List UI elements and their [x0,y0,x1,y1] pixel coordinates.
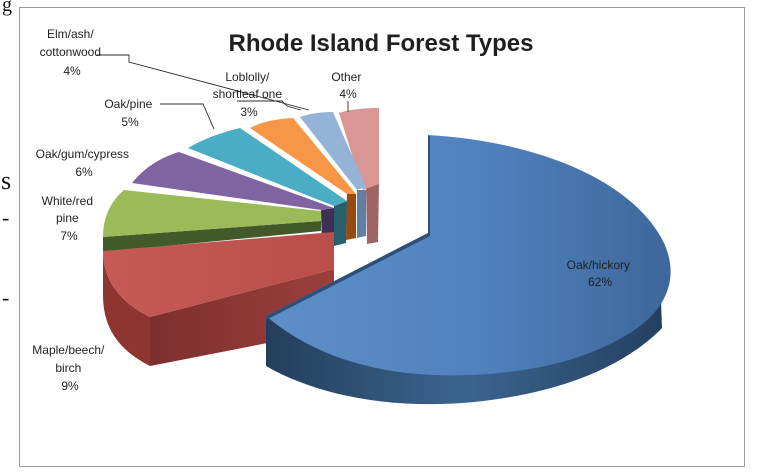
label-oak-hickory: Oak/hickory 62% [567,258,634,289]
label-elm-ash-cottonwood-line-1: Elm/ash/ [47,27,94,41]
label-white-red-pine-line-1: White/red [42,194,93,208]
slice-maple-beech-birch-side [150,269,334,366]
label-white-red-pine: White/red pine 7% [42,194,97,243]
label-elm-ash-cottonwood-line-3: 4% [63,64,81,78]
label-oak-pine-line-1: Oak/pine [104,97,152,111]
label-oak-pine: Oak/pine 5% [104,97,155,129]
slice-oak-gum-cypress [132,152,334,210]
label-loblolly: Loblolly/ shortleaf one 3% [213,70,286,119]
leader-loblolly [237,100,302,111]
label-elm-ash-cottonwood-line-2: cottonwood [40,45,101,59]
label-oak-gum-cypress: Oak/gum/cypress 6% [36,147,133,179]
label-loblolly-line-1: Loblolly/ [225,70,270,84]
label-white-red-pine-line-3: 7% [60,229,78,243]
pie-slices [103,108,671,405]
slice-maple-beech-birch [103,232,334,317]
slice-elm-ash-cottonwood-side [357,190,366,238]
label-other-line-1: Other [331,70,361,84]
label-maple-line-2: birch [55,361,81,375]
chart-title: Rhode Island Forest Types [229,30,534,57]
slice-oak-pine-side [334,201,347,246]
label-oak-pine-line-2: 5% [121,115,139,129]
label-oak-gum-cypress-line-2: 6% [75,165,93,179]
slice-other-side [366,182,379,244]
slice-other [339,108,379,190]
label-oak-gum-cypress-line-1: Oak/gum/cypress [36,147,129,161]
leader-lines [97,54,349,130]
label-maple-line-3: 9% [61,379,79,393]
slice-oak-pine [188,128,347,206]
label-loblolly-line-2: shortleaf one [213,87,283,101]
label-white-red-pine-line-2: pine [56,211,79,225]
slice-labels: Oak/hickory 62% Maple/beech/ birch 9% Wh… [32,27,634,393]
slice-white-red-pine [103,190,321,237]
label-oak-hickory-line-2: 62% [588,275,612,289]
leader-elm-ash-cottonwood [97,54,310,111]
leader-oak-pine [160,103,215,130]
label-maple-beech-birch: Maple/beech/ birch 9% [32,343,107,393]
slice-oak-hickory [266,135,671,376]
label-elm-ash-cottonwood: Elm/ash/ cottonwood 4% [40,27,105,78]
label-maple-line-1: Maple/beech/ [32,343,105,357]
slice-loblolly-side [346,194,356,240]
slice-white-red-pine-side [103,221,321,252]
slice-maple-beech-birch-left-side [103,251,150,366]
label-loblolly-line-3: 3% [240,105,258,119]
label-other-line-2: 4% [339,87,357,101]
label-oak-hickory-line-1: Oak/hickory [567,258,630,272]
slice-loblolly [250,118,356,194]
slice-oak-hickory-side [266,273,662,405]
label-other: Other 4% [331,70,364,101]
slice-elm-ash-cottonwood [300,112,366,190]
